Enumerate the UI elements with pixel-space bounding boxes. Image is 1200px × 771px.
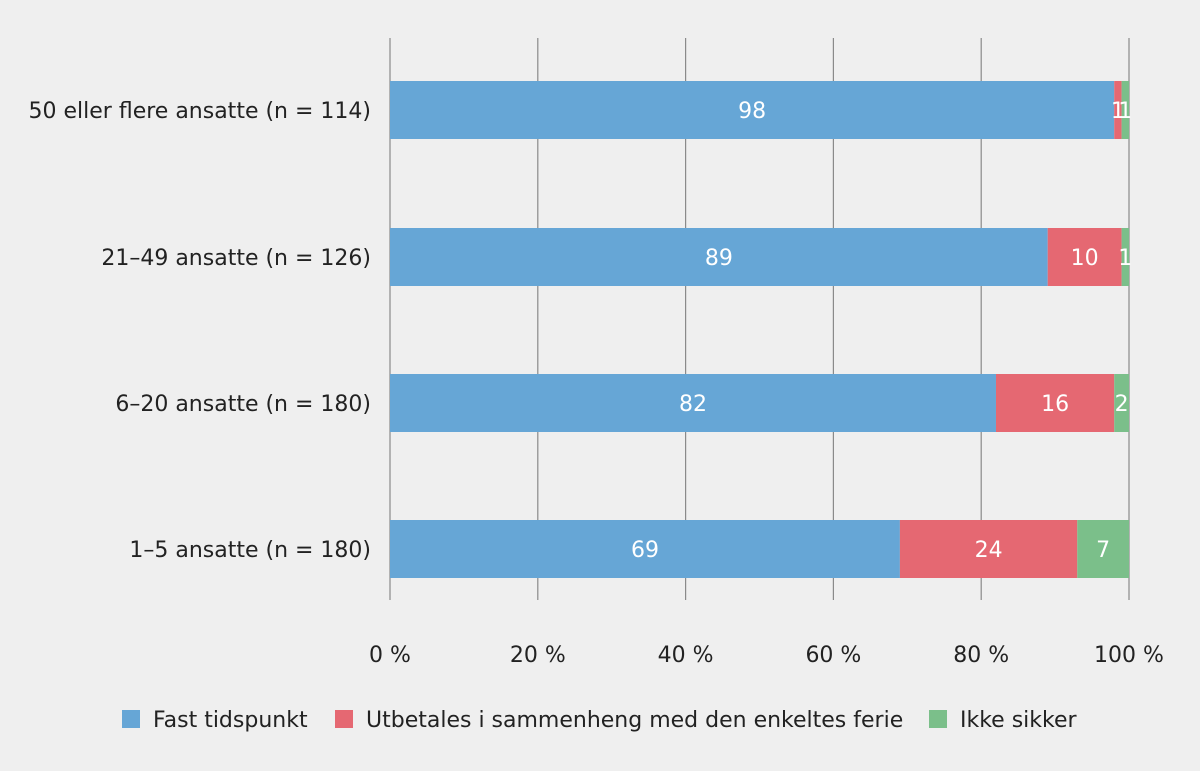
data-label-1-0: 89 [705, 246, 733, 271]
x-axis-ticks: 0 % 20 % 40 % 60 % 80 % 100 % [369, 643, 1164, 668]
category-label-3: 1–5 ansatte (n = 180) [129, 538, 371, 563]
data-label-2-0: 82 [679, 392, 707, 417]
x-tick-label-3: 60 % [805, 643, 861, 668]
bar-segment-2-1 [995, 374, 1115, 432]
bar-segment-0-0 [390, 81, 1115, 139]
data-label-0-1: 1 [1111, 99, 1125, 124]
legend-swatch-0 [122, 710, 140, 728]
legend-swatch-1 [335, 710, 353, 728]
category-label-1: 21–49 ansatte (n = 126) [101, 246, 371, 271]
bar-segment-3-0 [390, 520, 900, 578]
legend-label-2: Ikke sikker [960, 708, 1078, 733]
data-label-0-2: 1 [1118, 99, 1132, 124]
legend-swatch-2 [929, 710, 947, 728]
x-tick-label-1: 20 % [510, 643, 566, 668]
bar-segment-1-2 [1121, 228, 1129, 286]
x-tick-label-2: 40 % [658, 643, 714, 668]
bar-segment-0-2 [1121, 81, 1129, 139]
bar-segment-2-0 [390, 374, 996, 432]
data-label-3-2: 7 [1096, 538, 1110, 563]
x-tick-label-4: 80 % [953, 643, 1009, 668]
bar-segment-1-0 [390, 228, 1048, 286]
data-label-3-1: 24 [975, 538, 1003, 563]
legend-label-1: Utbetales i sammenheng med den enkeltes … [366, 708, 903, 733]
bar-segment-1-1 [1047, 228, 1122, 286]
bar-segment-3-2 [1077, 520, 1129, 578]
bar-segment-0-1 [1114, 81, 1122, 139]
bar-segment-2-2 [1114, 374, 1129, 432]
data-label-1-1: 10 [1071, 246, 1099, 271]
category-labels: 50 eller flere ansatte (n = 114) 21–49 an… [29, 99, 371, 563]
data-label-3-0: 69 [631, 538, 659, 563]
category-label-2: 6–20 ansatte (n = 180) [115, 392, 371, 417]
legend: Fast tidspunkt Utbetales i sammenheng med… [122, 708, 1078, 733]
x-tick-label-5: 100 % [1094, 643, 1164, 668]
data-label-2-2: 2 [1115, 392, 1129, 417]
legend-label-0: Fast tidspunkt [153, 708, 308, 733]
data-label-1-2: 1 [1118, 246, 1132, 271]
data-label-0-0: 98 [738, 99, 766, 124]
x-tick-label-0: 0 % [369, 643, 411, 668]
category-label-0: 50 eller flere ansatte (n = 114) [29, 99, 371, 124]
data-label-2-1: 16 [1041, 392, 1069, 417]
bar-segment-3-1 [899, 520, 1078, 578]
